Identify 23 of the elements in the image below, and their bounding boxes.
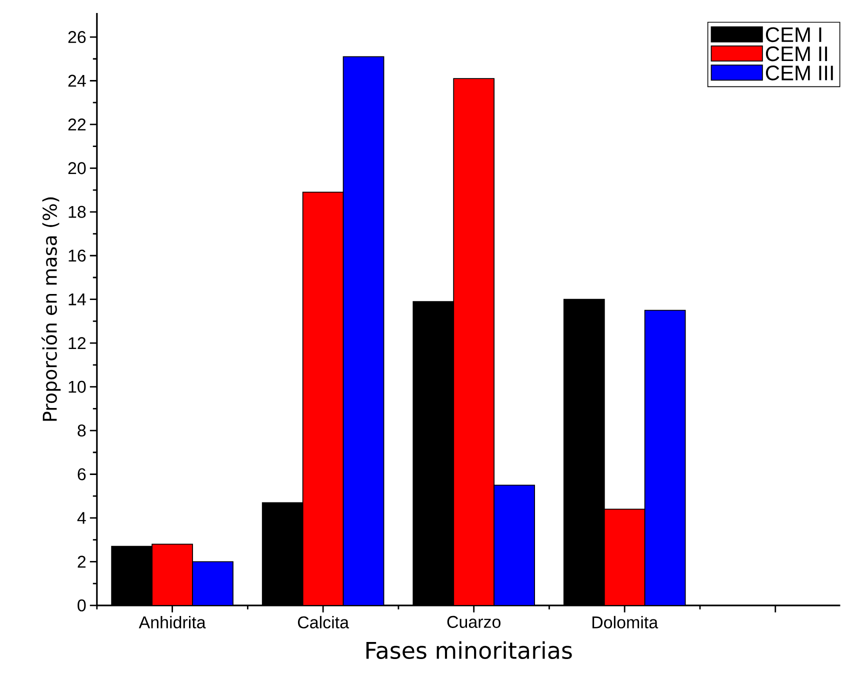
legend-label: CEM I [766, 27, 822, 42]
y-tick-label: 0 [78, 599, 86, 612]
y-tick-label: 22 [68, 118, 86, 130]
y-tick-label: 20 [68, 162, 86, 174]
legend-label: CEM II [766, 46, 828, 62]
y-tick-label: 18 [68, 206, 86, 218]
y-tick-label: 14 [68, 293, 86, 306]
y-tick-label: 26 [68, 30, 86, 43]
x-tick-label: Calcita [298, 616, 350, 628]
y-tick-label: 12 [68, 336, 86, 349]
x-tick-label: Anhidrita [138, 616, 206, 628]
y-tick-label: 16 [68, 249, 86, 262]
y-tick-label: 2 [78, 556, 86, 568]
x-tick-label: Dolomita [592, 616, 658, 628]
legend-label: CEM III [766, 65, 833, 80]
x-tick-label: Cuarzo [447, 616, 500, 628]
y-tick-label: 4 [77, 512, 86, 524]
y-tick-label: 6 [78, 468, 86, 480]
y-axis-title: Proporción en masa (%) [42, 197, 61, 421]
y-tick-label: 8 [78, 424, 86, 436]
y-tick-label: 24 [68, 74, 86, 87]
x-axis-title: Fases minoritarias [366, 641, 572, 659]
y-tick-label: 10 [68, 380, 86, 393]
